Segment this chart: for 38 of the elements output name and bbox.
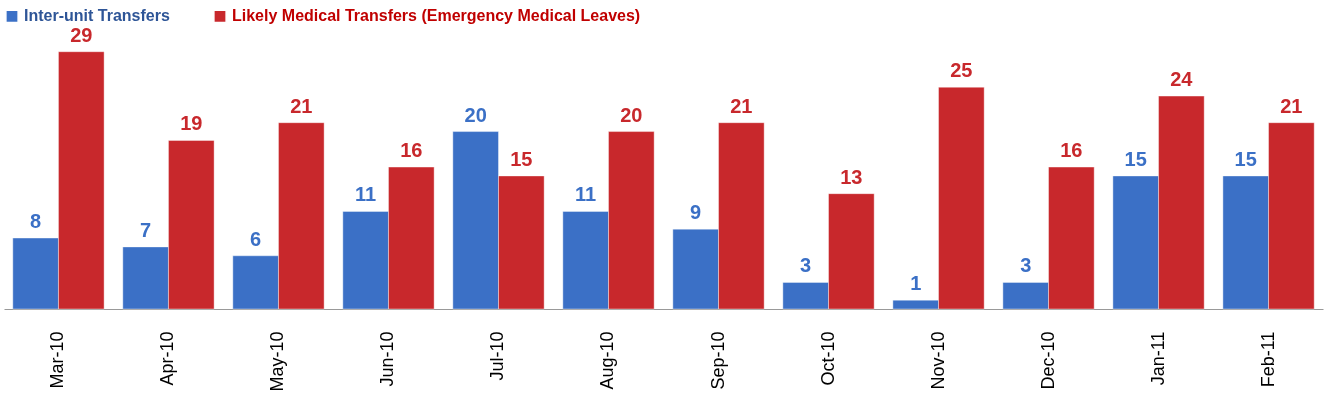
data-label: 16 [1060,139,1083,162]
legend-label: Likely Medical Transfers (Emergency Medical Leaves) [232,7,641,25]
data-label: 15 [510,147,533,170]
x-tick-label: Jun-10 [377,331,398,387]
data-label: 20 [620,103,643,126]
x-tick-label: Sep-10 [707,331,728,390]
x-tick-label: Nov-10 [927,331,948,390]
legend-label: Inter-unit Transfers [24,7,170,25]
data-label: 20 [464,103,487,126]
x-tick-label: Dec-10 [1037,331,1058,390]
data-label: 21 [1280,94,1303,117]
x-tick-label: Jul-10 [487,331,508,381]
x-tick-label: Apr-10 [157,331,178,386]
data-label: 15 [1234,147,1257,170]
data-label: 3 [800,254,812,277]
data-label: 24 [1170,68,1194,91]
data-label: 16 [400,139,423,162]
data-label: 8 [30,210,42,233]
x-tick-label: Feb-11 [1257,331,1278,388]
data-label: 15 [1124,147,1147,170]
x-tick-label: Oct-10 [817,331,838,386]
data-label: 11 [575,183,597,206]
x-tick-label: Mar-10 [47,331,68,389]
x-tick-label: May-10 [267,331,288,392]
data-label: 6 [250,227,262,250]
x-tick-label: Jan-11 [1147,331,1168,386]
data-label: 7 [140,218,152,241]
data-label: 1 [910,272,922,295]
data-label: 21 [290,94,313,117]
data-label: 3 [1020,254,1032,277]
data-label: 29 [70,23,93,46]
data-label: 25 [950,59,973,82]
data-label: 11 [355,183,377,206]
data-label: 21 [730,94,753,117]
data-label: 13 [840,165,863,188]
x-tick-label: Aug-10 [597,331,618,390]
data-label: 19 [180,112,203,135]
data-label: 9 [690,201,702,224]
